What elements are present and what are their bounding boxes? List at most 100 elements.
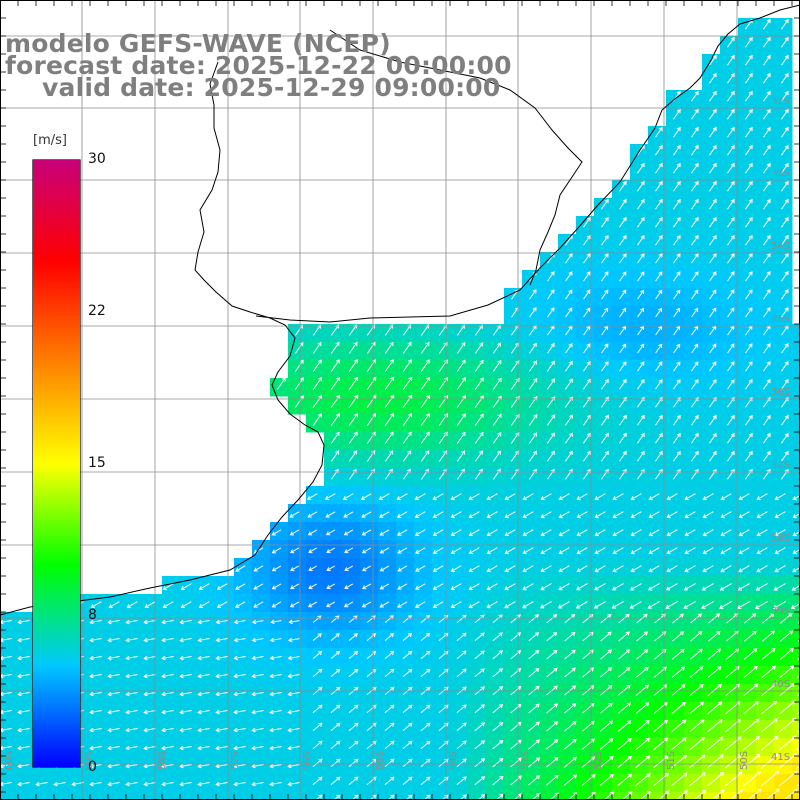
wind-arrow [253,601,264,608]
wind-arrow [216,692,228,696]
wind-arrow [0,746,12,750]
wind-arrow [270,674,282,678]
wind-arrow-head [646,790,652,795]
wind-arrow [778,718,796,733]
wind-arrow-head [479,359,484,364]
wind-arrow-head [426,650,431,655]
wind-arrow [599,738,613,750]
wind-arrow-head [698,648,703,653]
wind-arrow-head [558,586,563,591]
wind-arrow-head [353,650,359,656]
wind-arrow [599,720,613,732]
wind-arrow [719,600,732,609]
wind-arrow [90,674,102,678]
wind-arrow-head [644,666,649,671]
wind-arrow [601,289,609,300]
wind-arrow-head [215,673,220,679]
wind-arrow-head [622,361,627,366]
wind-arrow-head [251,673,256,679]
wind-arrow [288,656,300,659]
wind-arrow [162,620,174,624]
wind-arrow-head [522,514,527,519]
wind-arrow-head [161,781,166,787]
wind-arrow-head [125,637,130,643]
wind-arrow [709,235,717,246]
wind-arrow [348,377,359,391]
wind-arrow-head [712,234,717,240]
wind-arrow-head [318,722,323,727]
wind-arrow [648,511,660,518]
wind-arrow-head [748,414,753,420]
wind-arrow-head [666,532,671,537]
field-cell [792,612,800,631]
wind-arrow [709,199,717,210]
wind-arrow-head [784,162,789,168]
wind-arrow-head [522,550,527,555]
wind-arrow-head [766,234,771,240]
wind-arrow-head [627,720,632,725]
wind-arrow [91,601,102,608]
wind-arrow [619,343,627,354]
wind-arrow [635,737,650,750]
wind-arrow [781,163,789,174]
wind-arrow-head [233,727,238,733]
field-cell [792,414,800,433]
wind-arrow-head [702,514,707,519]
wind-arrow [637,308,644,318]
wind-arrow-head [712,253,717,258]
wind-arrow-head [612,532,617,537]
wind-arrow [126,620,138,624]
wind-arrow-head [361,585,367,590]
wind-arrow-head [644,649,649,654]
wind-arrow-head [773,586,778,591]
wind-arrow [709,127,717,138]
field-cell [792,684,800,703]
wind-arrow [673,253,681,264]
coastline [0,4,800,616]
wind-arrow [384,668,395,678]
wind-arrow-head [336,776,341,781]
wind-arrow [163,601,174,608]
wind-arrow [583,325,591,336]
wind-arrow-head [658,325,663,331]
wind-arrow-head [251,727,256,733]
wind-arrow [684,529,696,536]
wind-arrow [743,683,759,697]
wind-arrow-head [336,722,341,727]
wind-arrow-head [233,745,238,751]
wind-arrow [630,601,642,609]
wind-arrow-head [594,514,599,519]
wind-arrow [738,511,750,518]
wind-arrow [312,669,323,678]
wind-arrow [576,601,588,609]
wind-arrow-head [360,495,366,500]
wind-arrow [528,632,539,642]
wind-arrow [529,289,537,300]
wind-arrow [433,547,444,554]
wind-arrow [763,361,771,372]
wind-arrow [361,493,372,500]
wind-arrow-head [622,450,627,456]
wind-arrow-head [161,655,166,661]
wind-arrow [612,565,624,572]
wind-arrow-head [572,774,578,779]
field-cell [792,720,800,739]
longitude-label: 57S [230,751,241,770]
wind-arrow [294,324,303,336]
wind-arrow [690,613,702,624]
longitude-label: 56S [302,751,313,770]
wind-arrow [565,289,573,300]
wind-arrow-head [517,757,522,762]
wind-arrow-head [107,673,112,679]
wind-arrow-head [89,781,94,787]
wind-arrow [522,511,534,518]
wind-arrow [709,73,717,84]
wind-arrow [567,792,577,800]
wind-arrow [745,55,753,66]
wind-arrow-head [586,271,591,276]
wind-arrow-head [594,586,599,591]
wind-arrow-head [752,630,757,635]
wind-arrow-head [658,396,663,402]
wind-arrow-head [730,289,735,294]
field-cell [756,792,775,800]
